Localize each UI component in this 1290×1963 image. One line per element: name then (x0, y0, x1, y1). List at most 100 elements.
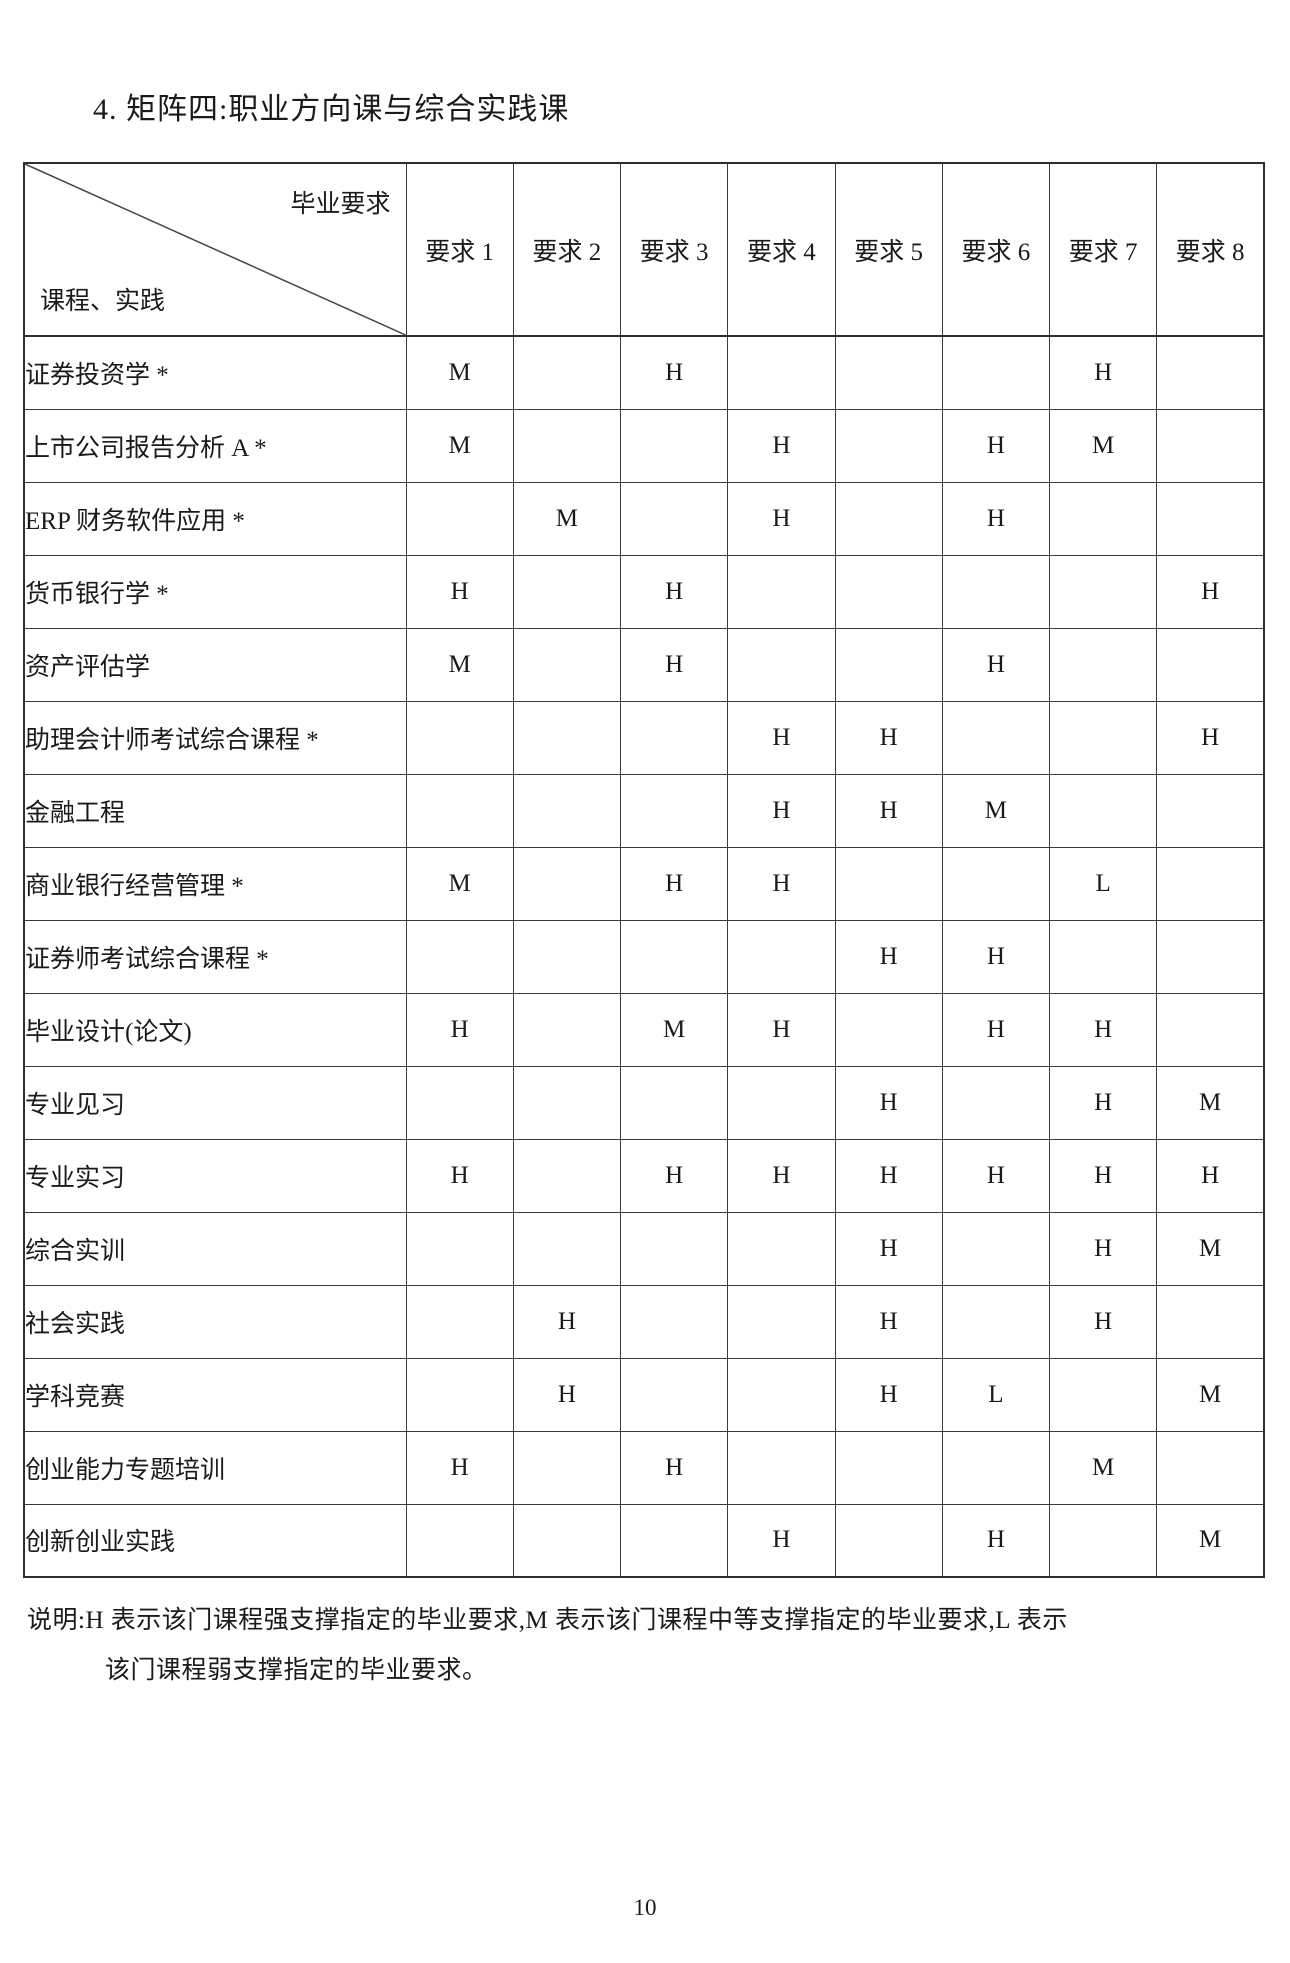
support-level-cell (512, 773, 622, 848)
course-name-cell: 证券投资学 * (23, 335, 407, 410)
column-header-requirement-5: 要求 5 (834, 162, 943, 337)
column-header-requirement-4: 要求 4 (727, 162, 836, 337)
support-level-cell (941, 1284, 1051, 1359)
support-level-cell (1048, 919, 1158, 994)
support-level-cell: H (619, 1138, 729, 1213)
support-level-cell (619, 1357, 729, 1432)
course-name-cell: ERP 财务软件应用 * (23, 481, 407, 556)
support-level-cell (619, 1065, 729, 1140)
support-level-cell (834, 335, 943, 410)
support-level-cell: H (727, 481, 836, 556)
support-level-cell (405, 919, 514, 994)
table-row: 货币银行学 * H H H (23, 554, 1265, 629)
support-level-cell: M (405, 408, 514, 483)
course-name-cell: 商业银行经营管理 * (23, 846, 407, 921)
support-level-cell (834, 846, 943, 921)
support-level-cell: H (405, 554, 514, 629)
support-level-cell: H (834, 700, 943, 775)
support-level-cell (727, 1430, 836, 1505)
table-row: 商业银行经营管理 * M H H L (23, 846, 1265, 921)
column-header-requirement-6: 要求 6 (941, 162, 1051, 337)
support-level-cell (405, 481, 514, 556)
support-level-cell: H (941, 1503, 1051, 1578)
support-level-cell: H (941, 992, 1051, 1067)
support-level-cell (727, 554, 836, 629)
support-level-cell: H (834, 1357, 943, 1432)
support-level-cell: M (619, 992, 729, 1067)
section-title: 4. 矩阵四:职业方向课与综合实践课 (93, 93, 570, 126)
support-level-cell (1156, 627, 1265, 702)
support-level-cell (1156, 773, 1265, 848)
support-level-cell: L (941, 1357, 1051, 1432)
support-level-cell: H (1156, 1138, 1265, 1213)
support-level-cell (512, 627, 622, 702)
support-level-cell: H (1048, 1138, 1158, 1213)
support-level-cell: M (1048, 1430, 1158, 1505)
support-level-cell (619, 408, 729, 483)
table-row: 毕业设计(论文) H M H H H (23, 992, 1265, 1067)
support-level-cell: H (405, 992, 514, 1067)
support-level-cell: M (1156, 1503, 1265, 1578)
support-level-cell (1048, 627, 1158, 702)
support-level-cell (619, 700, 729, 775)
support-level-cell: H (727, 846, 836, 921)
support-level-cell (512, 919, 622, 994)
support-level-cell: M (405, 627, 514, 702)
support-level-cell (405, 1284, 514, 1359)
column-header-requirement-8: 要求 8 (1156, 162, 1265, 337)
support-level-cell (405, 700, 514, 775)
support-level-cell (1156, 919, 1265, 994)
support-level-cell (941, 554, 1051, 629)
course-name-cell: 学科竞赛 (23, 1357, 407, 1432)
table-row: 创新创业实践 H H M (23, 1503, 1265, 1578)
support-level-cell: M (1156, 1065, 1265, 1140)
column-header-requirement-7: 要求 7 (1048, 162, 1158, 337)
support-level-cell (1156, 408, 1265, 483)
table-row: 助理会计师考试综合课程 * H H H (23, 700, 1265, 775)
course-name-cell: 专业实习 (23, 1138, 407, 1213)
course-name-cell: 货币银行学 * (23, 554, 407, 629)
support-level-cell (727, 335, 836, 410)
course-name-cell: 助理会计师考试综合课程 * (23, 700, 407, 775)
support-level-cell: H (1048, 335, 1158, 410)
support-level-cell (727, 1211, 836, 1286)
support-level-cell: H (1156, 554, 1265, 629)
support-level-cell (619, 1284, 729, 1359)
support-level-cell (1156, 846, 1265, 921)
matrix-corner-cell: 毕业要求 课程、实践 (23, 162, 407, 337)
support-level-cell (512, 408, 622, 483)
course-name-cell: 金融工程 (23, 773, 407, 848)
column-header-requirement-2: 要求 2 (512, 162, 622, 337)
support-level-cell (1156, 1430, 1265, 1505)
support-level-cell (619, 481, 729, 556)
table-row: 证券师考试综合课程 * H H (23, 919, 1265, 994)
corner-label-graduation-requirements: 毕业要求 (290, 191, 391, 218)
support-level-cell (512, 554, 622, 629)
support-level-cell: H (1048, 1211, 1158, 1286)
table-row: 专业实习 H H H H H H H (23, 1138, 1265, 1213)
support-level-cell: H (619, 554, 729, 629)
support-level-cell: H (834, 773, 943, 848)
support-level-cell: H (941, 1138, 1051, 1213)
page-number: 10 (633, 1895, 657, 1920)
support-level-cell (512, 1138, 622, 1213)
table-row: 专业见习 H H M (23, 1065, 1265, 1140)
support-level-cell (405, 1211, 514, 1286)
support-level-cell: H (941, 408, 1051, 483)
course-name-cell: 社会实践 (23, 1284, 407, 1359)
support-level-cell: H (941, 627, 1051, 702)
support-level-cell: H (512, 1357, 622, 1432)
support-level-cell: H (619, 846, 729, 921)
support-level-cell: M (1156, 1357, 1265, 1432)
table-row: 学科竞赛 H H L M (23, 1357, 1265, 1432)
table-row: ERP 财务软件应用 * M H H (23, 481, 1265, 556)
support-level-cell: H (727, 700, 836, 775)
support-level-cell (834, 992, 943, 1067)
support-level-cell: M (405, 846, 514, 921)
support-level-cell: M (941, 773, 1051, 848)
support-level-cell (512, 1211, 622, 1286)
support-level-cell: H (941, 919, 1051, 994)
support-level-cell: H (727, 1138, 836, 1213)
